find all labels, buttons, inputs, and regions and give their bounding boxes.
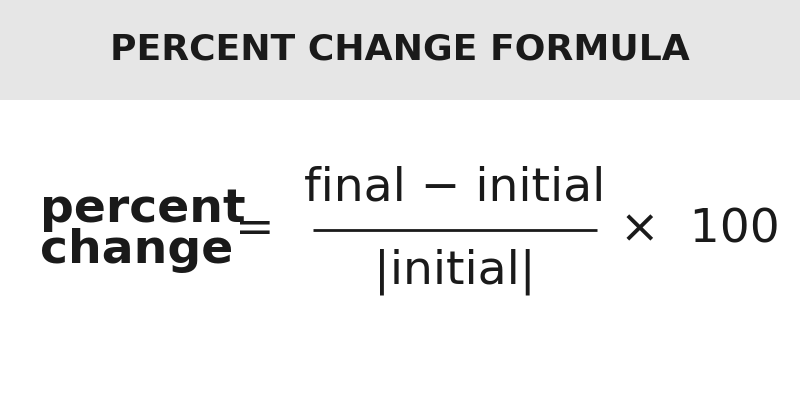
Text: change: change (40, 228, 234, 274)
Text: PERCENT CHANGE FORMULA: PERCENT CHANGE FORMULA (110, 33, 690, 67)
Text: percent: percent (40, 187, 246, 231)
Text: final − initial: final − initial (304, 165, 606, 211)
Text: |initial|: |initial| (374, 249, 536, 295)
Bar (0, 0, 800, 100)
Text: ×  100: × 100 (620, 208, 780, 252)
Text: =: = (235, 208, 275, 252)
